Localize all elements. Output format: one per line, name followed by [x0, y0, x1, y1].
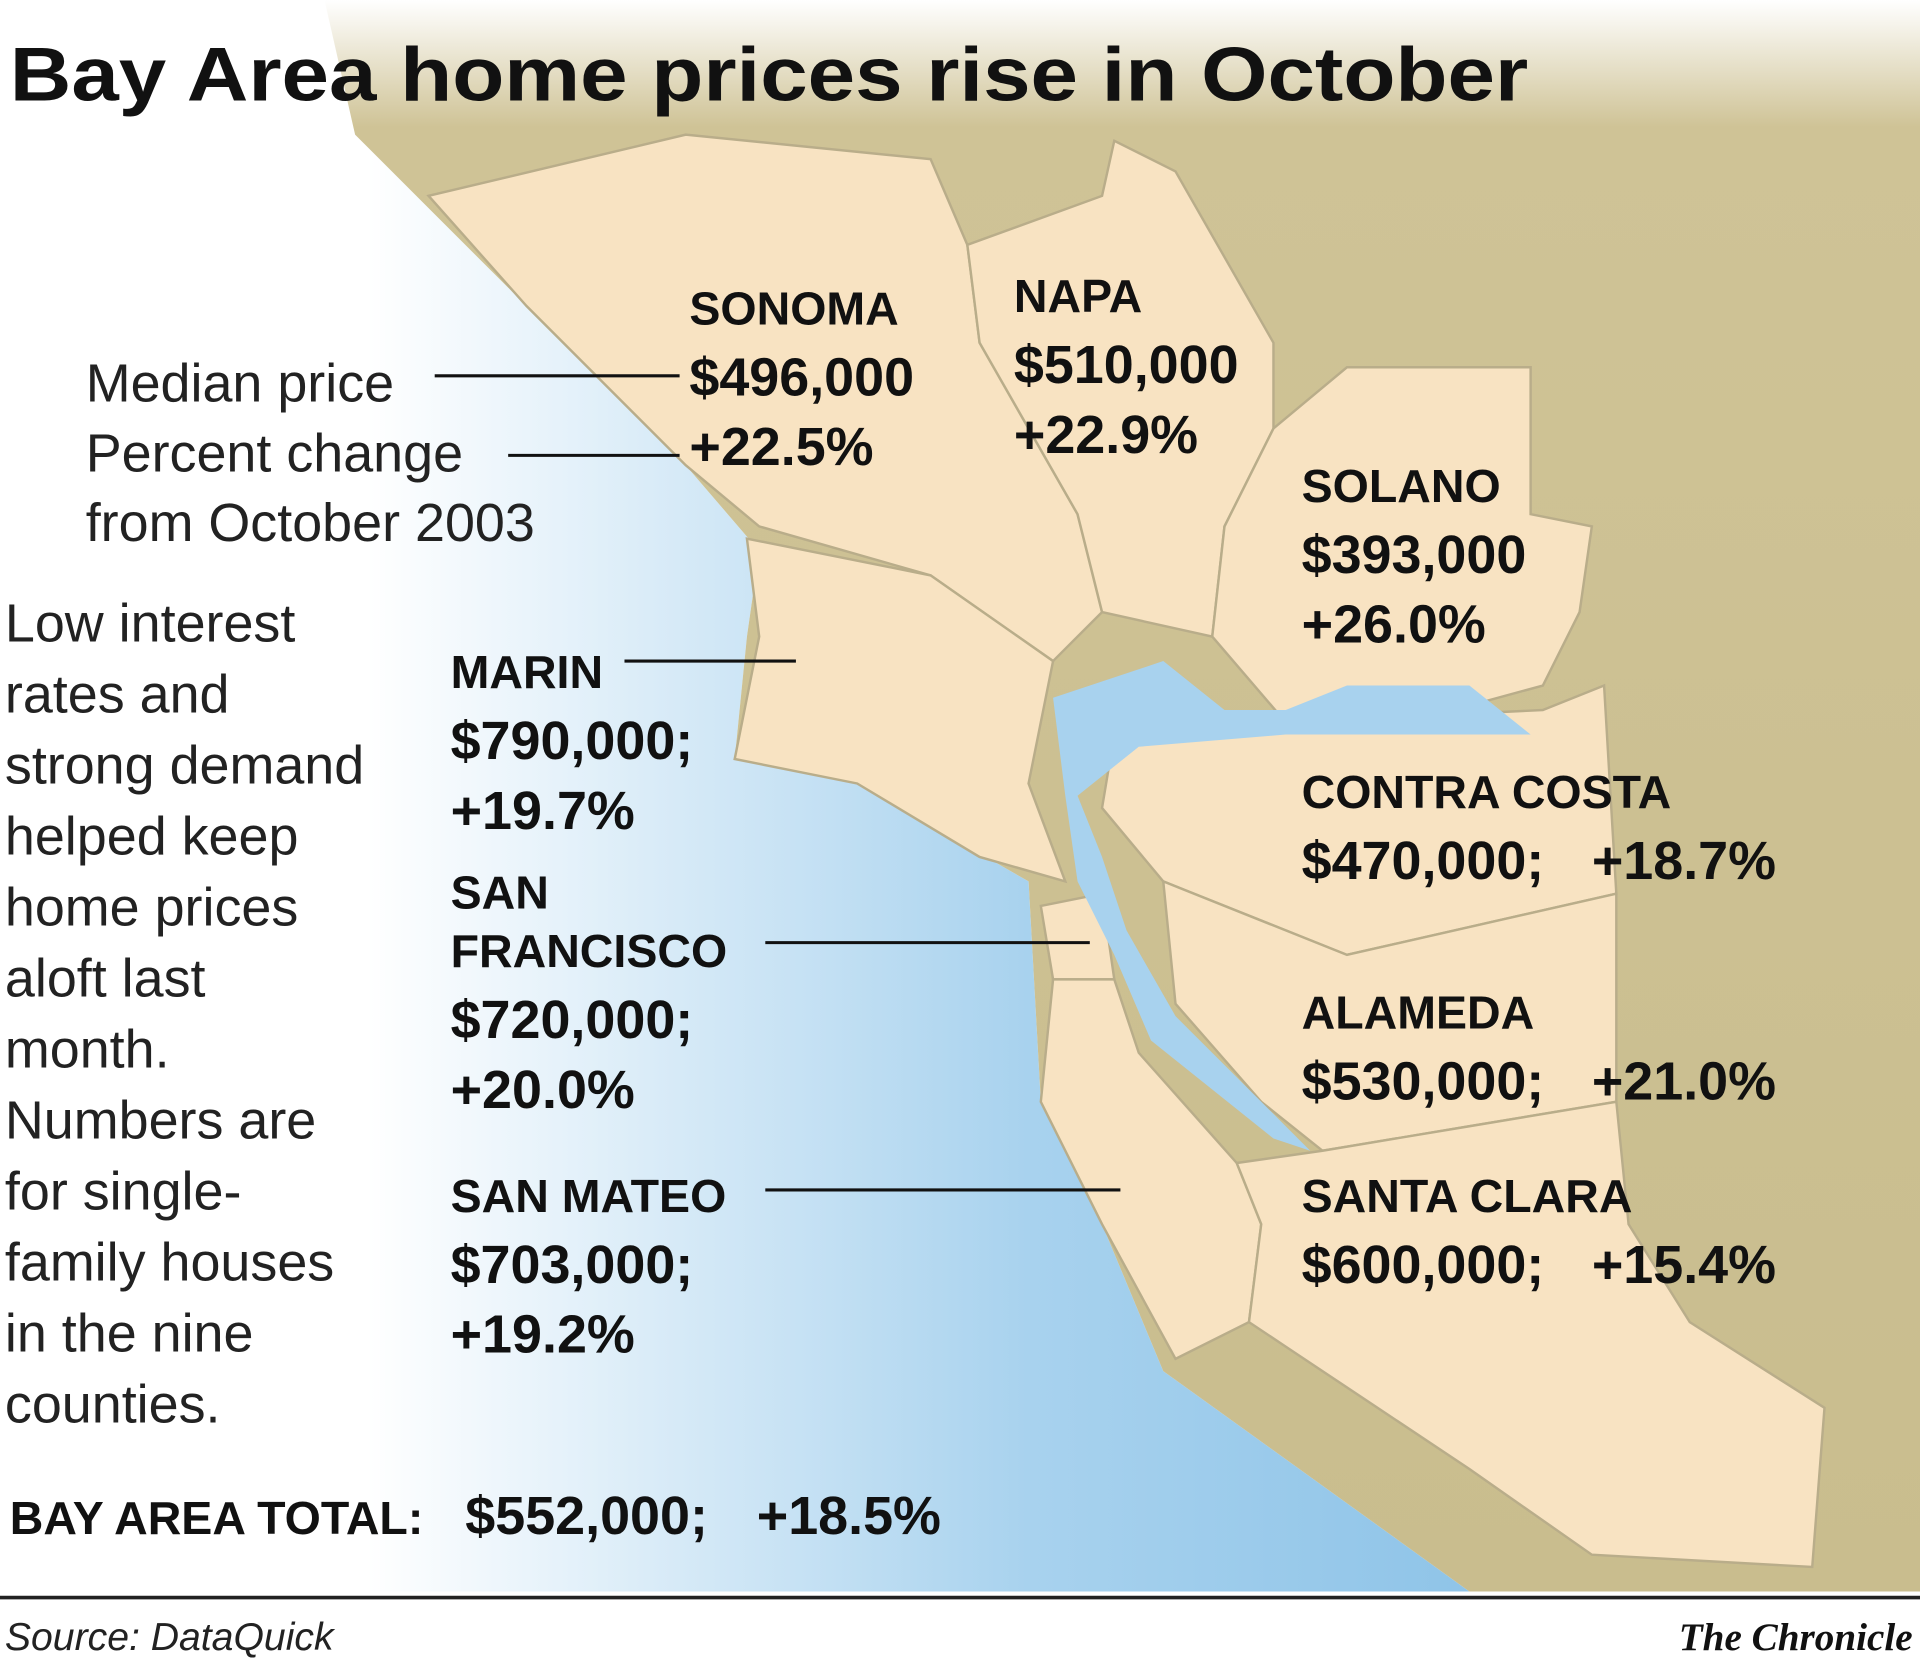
bay-water — [1053, 661, 1531, 1151]
total-price: $552,000; — [465, 1486, 708, 1546]
county-change: +19.7% — [451, 781, 635, 841]
county-name: NAPA — [1014, 270, 1142, 322]
county-santa-clara — [1235, 1100, 1826, 1569]
county-name: SONOMA — [689, 282, 898, 334]
note-text: family houses — [5, 1233, 334, 1293]
map-base — [0, 0, 1920, 1592]
county-name: FRANCISCO — [451, 925, 728, 977]
county-price: $530,000; — [1302, 1051, 1545, 1111]
county-price: $790,000; — [451, 711, 694, 771]
credit: The Chronicle — [1679, 1616, 1913, 1659]
county-name: SAN — [451, 866, 549, 918]
county-change: +15.4% — [1592, 1235, 1776, 1295]
note-text: home prices — [5, 877, 298, 937]
note-text: aloft last — [5, 948, 206, 1008]
note-text: Numbers are — [5, 1091, 316, 1151]
county-name: CONTRA COSTA — [1302, 766, 1672, 818]
legend-text: Median price — [86, 354, 394, 414]
note-text: in the nine — [5, 1304, 254, 1364]
county-change: +22.5% — [689, 417, 873, 477]
county-price: $510,000 — [1014, 335, 1239, 395]
sea — [0, 0, 1470, 1592]
note-text: helped keep — [5, 806, 299, 866]
county-price: $393,000 — [1302, 525, 1527, 585]
county-change: +19.2% — [451, 1305, 635, 1365]
county-price: $720,000; — [451, 990, 694, 1050]
source: Source: DataQuick — [5, 1616, 336, 1659]
county-name: SANTA CLARA — [1302, 1170, 1633, 1222]
county-marin — [733, 537, 1068, 884]
title: Bay Area home prices rise in October — [10, 32, 1528, 117]
note-text: counties. — [5, 1375, 221, 1435]
legend-text: Percent change — [86, 423, 463, 483]
note-text: Low interest — [5, 593, 295, 653]
note-text: month. — [5, 1019, 170, 1079]
county-price: $496,000 — [689, 347, 914, 407]
county-name: SOLANO — [1302, 460, 1501, 512]
total-label: BAY AREA TOTAL: — [10, 1492, 424, 1544]
leader-lines — [434, 374, 1121, 1192]
county-change: +20.0% — [451, 1060, 635, 1120]
county-change: +21.0% — [1592, 1051, 1776, 1111]
county-solano — [1210, 366, 1594, 724]
legend-text: from October 2003 — [86, 493, 535, 553]
note-text: strong demand — [5, 735, 364, 795]
county-price: $703,000; — [451, 1235, 694, 1295]
county-price: $470,000; — [1302, 831, 1545, 891]
county-name: SAN MATEO — [451, 1170, 727, 1222]
county-price: $600,000; — [1302, 1235, 1545, 1295]
county-change: +22.9% — [1014, 405, 1198, 465]
total-change: +18.5% — [757, 1486, 941, 1546]
county-change: +18.7% — [1592, 831, 1776, 891]
county-name: ALAMEDA — [1302, 986, 1535, 1038]
county-change: +26.0% — [1302, 595, 1486, 655]
note-text: for single- — [5, 1162, 242, 1222]
note-text: rates and — [5, 664, 230, 724]
county-name: MARIN — [451, 646, 603, 698]
